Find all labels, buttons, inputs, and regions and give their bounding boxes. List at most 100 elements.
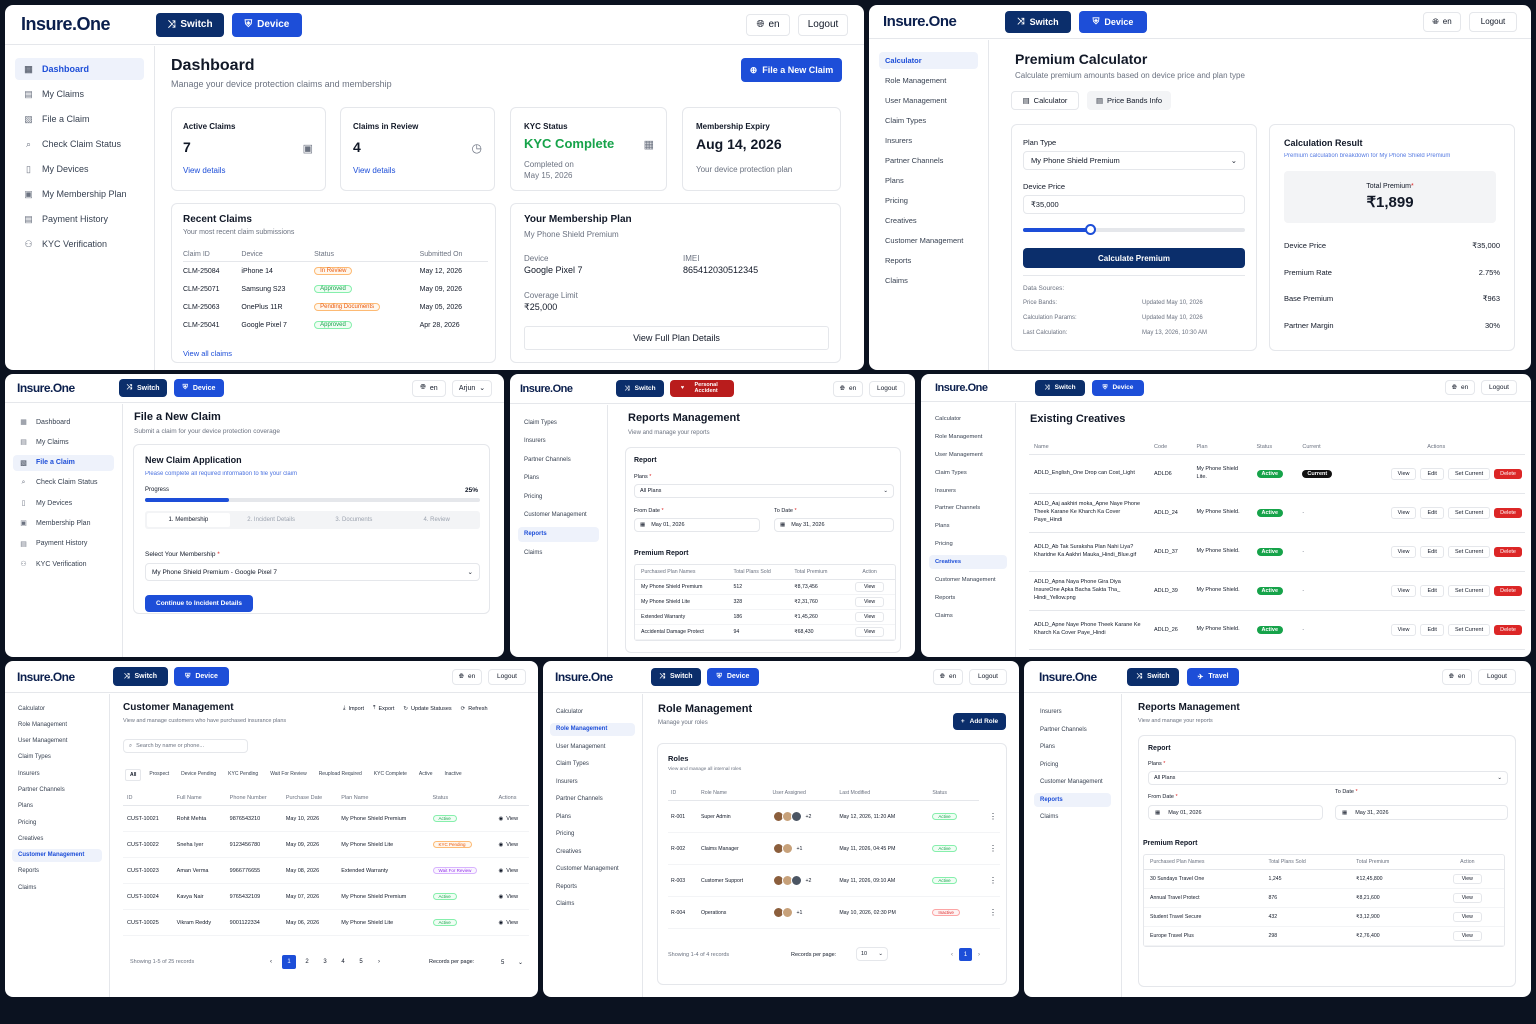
view-all-claims-link[interactable]: View all claims: [183, 349, 233, 358]
page-button[interactable]: 1: [959, 948, 972, 961]
edit-button[interactable]: Edit: [1420, 585, 1444, 597]
sidebar-item-dashboard[interactable]: ▦ Dashboard: [15, 58, 144, 80]
delete-button[interactable]: Delete: [1494, 547, 1522, 557]
set-current-button[interactable]: Set Current: [1447, 468, 1491, 480]
delete-button[interactable]: Delete: [1494, 469, 1522, 479]
view-button[interactable]: View: [1390, 468, 1417, 480]
sidebar-item-payment-history[interactable]: ▤ Payment History: [13, 536, 114, 552]
sidebar-item-customer-management[interactable]: Customer Management: [879, 232, 978, 249]
membership-select[interactable]: My Phone Shield Premium - Google Pixel 7…: [145, 563, 480, 581]
sidebar-item-pricing[interactable]: Pricing: [12, 816, 102, 829]
sidebar-item-user-management[interactable]: User Management: [929, 448, 1007, 462]
sidebar-item-insurers[interactable]: Insurers: [12, 767, 102, 780]
edit-button[interactable]: Edit: [1420, 546, 1444, 558]
sidebar-item-partner-channels[interactable]: Partner Channels: [12, 783, 102, 796]
plan-type-select[interactable]: My Phone Shield Premium ⌄: [1023, 151, 1245, 170]
sidebar-item-claims[interactable]: Claims: [1034, 810, 1111, 824]
export-button[interactable]: ⤒ Export: [373, 705, 395, 712]
sidebar-item-calculator[interactable]: Calculator: [929, 412, 1007, 426]
device-button[interactable]: ⛨ Device: [707, 667, 759, 686]
records-per-page-select[interactable]: 10 ⌄: [856, 947, 888, 961]
logout-button[interactable]: Logout: [1478, 668, 1516, 685]
edit-button[interactable]: Edit: [1420, 624, 1444, 636]
language-select[interactable]: 🌐︎ en: [1445, 380, 1475, 395]
sidebar-item-plans[interactable]: Plans: [879, 172, 978, 189]
sidebar-item-claims[interactable]: Claims: [929, 609, 1007, 623]
set-current-button[interactable]: Set Current: [1447, 585, 1491, 597]
to-date-input[interactable]: ▦ May 31, 2026: [1335, 805, 1508, 820]
device-price-input[interactable]: ₹35,000: [1023, 195, 1245, 214]
sidebar-item-claim-types[interactable]: Claim Types: [518, 415, 599, 430]
sidebar-item-reports[interactable]: Reports: [518, 526, 599, 542]
step-tab-4[interactable]: 4. Review: [423, 517, 450, 523]
table-row[interactable]: CLM-25084 iPhone 14 In Review May 12, 2026: [183, 262, 488, 281]
sidebar-item-check-claim-status[interactable]: ⌕ Check Claim Status: [15, 133, 144, 155]
plans-select[interactable]: All Plans ⌄: [634, 484, 894, 498]
view-button[interactable]: View: [1452, 874, 1482, 884]
sidebar-item-payment-history[interactable]: ▤ Payment History: [15, 208, 144, 230]
sidebar-item-calculator[interactable]: Calculator: [550, 705, 635, 718]
step-tab-3[interactable]: 3. Documents: [335, 517, 373, 523]
filter-reupload-required[interactable]: Reupload Required: [318, 771, 362, 777]
sidebar-item-reports[interactable]: Reports: [929, 591, 1007, 605]
sidebar-item-my-membership-plan[interactable]: ▣ My Membership Plan: [15, 183, 144, 205]
switch-button[interactable]: ⤨ Switch: [1127, 667, 1179, 686]
from-date-input[interactable]: ▦ May 01, 2026: [1148, 805, 1323, 820]
sidebar-item-partner-channels[interactable]: Partner Channels: [1034, 723, 1111, 737]
refresh-button[interactable]: ⟳ Refresh: [460, 705, 488, 712]
personal-accident-button[interactable]: ♥ Personal Accident: [670, 380, 734, 397]
sidebar-item-plans[interactable]: Plans: [518, 471, 599, 486]
sidebar-item-calculator[interactable]: Calculator: [879, 52, 978, 69]
sidebar-item-creatives[interactable]: Creatives: [12, 832, 102, 845]
sidebar-item-calculator[interactable]: Calculator: [12, 702, 102, 715]
search-input[interactable]: ⌕ Search by name or phone...: [123, 739, 248, 753]
import-button[interactable]: ⤓ Import: [343, 705, 365, 712]
sidebar-item-customer-management[interactable]: Customer Management: [12, 848, 102, 862]
sidebar-item-pricing[interactable]: Pricing: [550, 828, 635, 841]
language-select[interactable]: 🌐︎ en: [1423, 11, 1461, 32]
sidebar-item-partner-channels[interactable]: Partner Channels: [550, 793, 635, 806]
sidebar-item-partner-channels[interactable]: Partner Channels: [518, 452, 599, 467]
sidebar-item-claim-types[interactable]: Claim Types: [929, 466, 1007, 480]
device-button[interactable]: ⛨ Device: [174, 379, 224, 397]
kebab-menu-icon[interactable]: ⋮: [989, 908, 997, 917]
filter-inactive[interactable]: Inactive: [444, 771, 462, 777]
next-page-icon[interactable]: ›: [978, 951, 980, 958]
sidebar-item-partner-channels[interactable]: Partner Channels: [879, 152, 978, 169]
sidebar-item-claims[interactable]: Claims: [12, 881, 102, 894]
table-row[interactable]: CLM-25071 Samsung S23 Approved May 09, 2026: [183, 280, 488, 298]
update-statuses-button[interactable]: ↻ Update Statuses: [403, 705, 452, 712]
filter-kyc-complete[interactable]: KYC Complete: [373, 771, 407, 777]
step-tab-2[interactable]: 2. Incident Details: [247, 517, 295, 523]
filter-device-pending[interactable]: Device Pending: [181, 771, 217, 777]
view-button[interactable]: View: [1452, 931, 1482, 941]
page-button[interactable]: 3: [323, 959, 327, 965]
sidebar-item-file-a-claim[interactable]: ▧ File a Claim: [15, 108, 144, 130]
sidebar-item-claims[interactable]: Claims: [879, 272, 978, 289]
delete-button[interactable]: Delete: [1494, 625, 1522, 635]
device-button[interactable]: ⛨ Device: [232, 12, 302, 37]
page-button[interactable]: 2: [305, 959, 309, 965]
view-plan-button[interactable]: View Full Plan Details: [524, 326, 829, 350]
plans-select[interactable]: All Plans ⌄: [1148, 771, 1508, 785]
continue-button[interactable]: Continue to Incident Details: [145, 595, 253, 612]
sidebar-item-my-claims[interactable]: ▤ My Claims: [13, 434, 114, 450]
kebab-menu-icon[interactable]: ⋮: [989, 876, 997, 885]
view-button[interactable]: View: [854, 612, 885, 622]
edit-button[interactable]: Edit: [1420, 468, 1444, 480]
logout-button[interactable]: Logout: [1469, 11, 1517, 32]
view-button[interactable]: View: [1390, 546, 1417, 558]
language-select[interactable]: 🌐︎ en: [412, 379, 446, 397]
view-button[interactable]: View: [1390, 585, 1417, 597]
next-page-icon[interactable]: ›: [378, 959, 380, 965]
edit-button[interactable]: Edit: [1420, 507, 1444, 519]
kebab-menu-icon[interactable]: ⋮: [989, 811, 997, 821]
sidebar-item-user-management[interactable]: User Management: [550, 740, 635, 753]
sidebar-item-check-claim-status[interactable]: ⌕ Check Claim Status: [13, 475, 114, 491]
sidebar-item-my-devices[interactable]: ▯ My Devices: [13, 495, 114, 511]
page-button[interactable]: 1: [282, 955, 296, 969]
sidebar-item-insurers[interactable]: Insurers: [1034, 705, 1111, 719]
view-details-link[interactable]: View details: [353, 166, 396, 175]
filter-all[interactable]: All: [125, 769, 142, 781]
sidebar-item-role-management[interactable]: Role Management: [879, 72, 978, 89]
